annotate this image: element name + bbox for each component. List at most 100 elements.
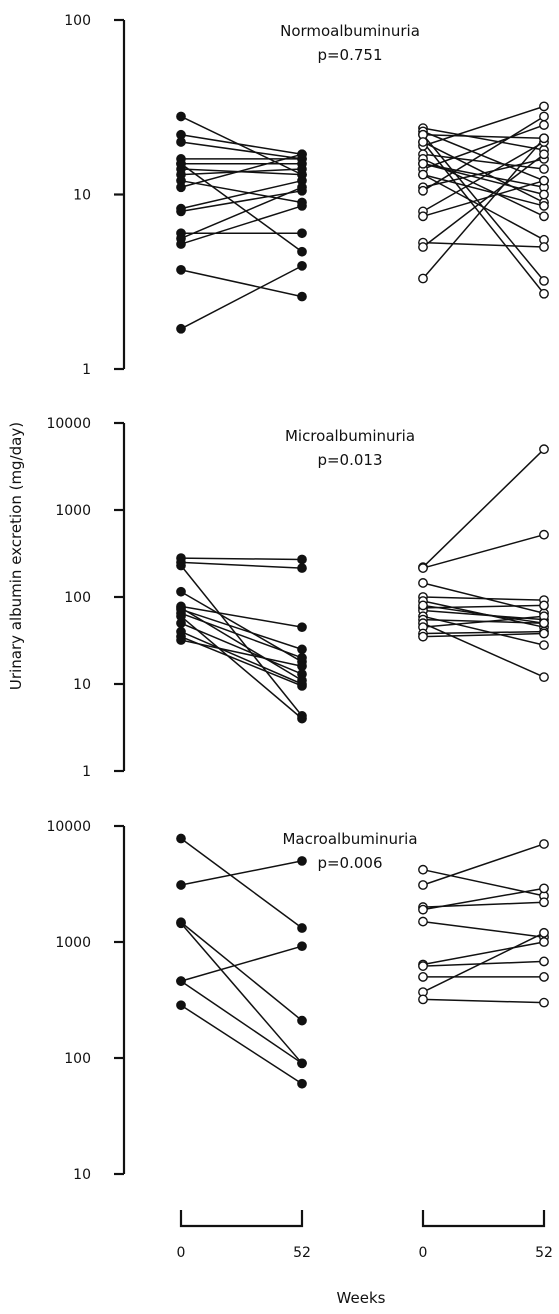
p-value-label: p=0.751 xyxy=(317,46,382,64)
filled-point xyxy=(176,264,186,275)
open-point xyxy=(418,961,428,971)
open-point xyxy=(539,640,549,650)
subject-line xyxy=(422,941,545,966)
filled-point xyxy=(176,111,186,122)
subject-line xyxy=(180,265,303,330)
filled-point xyxy=(297,652,307,663)
subject-line xyxy=(422,115,545,192)
filled-point xyxy=(176,182,186,193)
subject-line xyxy=(180,605,303,628)
filled-point xyxy=(297,164,307,174)
x-tick-label: 52 xyxy=(535,1245,553,1261)
filled-point xyxy=(297,856,307,866)
open-point xyxy=(539,120,549,130)
subject-line xyxy=(422,163,545,196)
subject-line xyxy=(422,173,545,207)
open-point xyxy=(539,897,549,908)
subject-line xyxy=(180,168,303,176)
filled-point xyxy=(297,228,307,239)
subject-line xyxy=(180,153,303,189)
subject-line xyxy=(422,615,545,646)
subject-line xyxy=(422,632,545,638)
filled-point xyxy=(176,206,186,217)
open-point xyxy=(539,149,549,160)
filled-point xyxy=(297,713,307,724)
open-point xyxy=(539,211,549,222)
open-point xyxy=(539,529,549,540)
open-point xyxy=(418,169,428,180)
p-value-label: p=0.013 xyxy=(317,451,382,469)
open-point xyxy=(539,288,549,299)
subject-line xyxy=(180,922,303,1064)
open-point xyxy=(418,600,428,611)
open-point xyxy=(418,242,428,252)
open-point xyxy=(418,578,428,588)
subject-line xyxy=(422,604,545,624)
x-axis-bracket-2 xyxy=(421,1210,546,1228)
open-point xyxy=(539,189,549,200)
filled-point xyxy=(176,833,186,844)
subject-line xyxy=(180,179,303,204)
subject-line xyxy=(180,630,303,685)
filled-point xyxy=(297,246,307,257)
subject-line xyxy=(180,980,303,1064)
open-point xyxy=(539,133,549,144)
x-tick-label: 0 xyxy=(177,1245,186,1261)
open-point xyxy=(418,864,428,875)
y-tick-label: 100 xyxy=(64,590,91,606)
filled-point xyxy=(297,182,307,193)
open-point xyxy=(539,672,549,683)
subject-line xyxy=(422,533,545,569)
y-tick-label: 1 xyxy=(82,764,91,780)
open-point xyxy=(539,937,549,947)
open-point xyxy=(418,563,428,573)
y-tick-label: 10000 xyxy=(46,416,91,432)
subject-line xyxy=(180,205,303,245)
subject-line xyxy=(422,141,545,213)
subject-line xyxy=(422,179,545,218)
subject-line xyxy=(422,843,545,886)
filled-point xyxy=(176,560,186,571)
panel-title: Macroalbuminuria xyxy=(282,830,417,848)
filled-point xyxy=(297,554,307,565)
filled-point xyxy=(176,158,186,169)
subject-line xyxy=(422,153,545,248)
subject-line xyxy=(180,607,303,682)
subject-line xyxy=(422,960,545,967)
open-point xyxy=(539,839,549,849)
subject-line xyxy=(180,608,303,651)
open-point xyxy=(539,175,549,186)
open-point xyxy=(418,185,428,196)
subject-line xyxy=(180,190,303,213)
filled-point xyxy=(176,635,186,645)
open-point xyxy=(539,444,549,455)
open-point xyxy=(539,628,549,639)
filled-point xyxy=(297,291,307,302)
filled-point xyxy=(297,149,307,160)
filled-point xyxy=(176,137,186,147)
y-tick-label: 10000 xyxy=(46,819,91,835)
y-tick-label: 1000 xyxy=(55,503,91,519)
y-tick-label: 1 xyxy=(82,362,91,378)
subject-line xyxy=(180,134,303,156)
subject-line xyxy=(180,612,303,659)
y-tick-label: 10 xyxy=(73,1167,91,1183)
filled-point xyxy=(297,261,307,271)
subject-line xyxy=(422,932,545,993)
subject-line xyxy=(422,622,545,678)
panel-normoalbuminuria: 1 10 100 Normoalbuminuria p=0.751 xyxy=(64,13,549,378)
subject-line xyxy=(180,860,303,886)
y-axis-label: Urinary albumin excretion (mg/day) xyxy=(7,422,25,690)
subject-line xyxy=(180,639,303,667)
subject-line xyxy=(180,945,303,982)
filled-point xyxy=(176,603,186,613)
open-point xyxy=(418,137,428,147)
filled-point xyxy=(297,1078,307,1089)
subject-line xyxy=(180,622,303,675)
subject-line xyxy=(422,141,545,204)
filled-point xyxy=(297,644,307,655)
filled-point xyxy=(176,1000,186,1011)
open-point xyxy=(418,158,428,169)
open-point xyxy=(539,883,549,894)
